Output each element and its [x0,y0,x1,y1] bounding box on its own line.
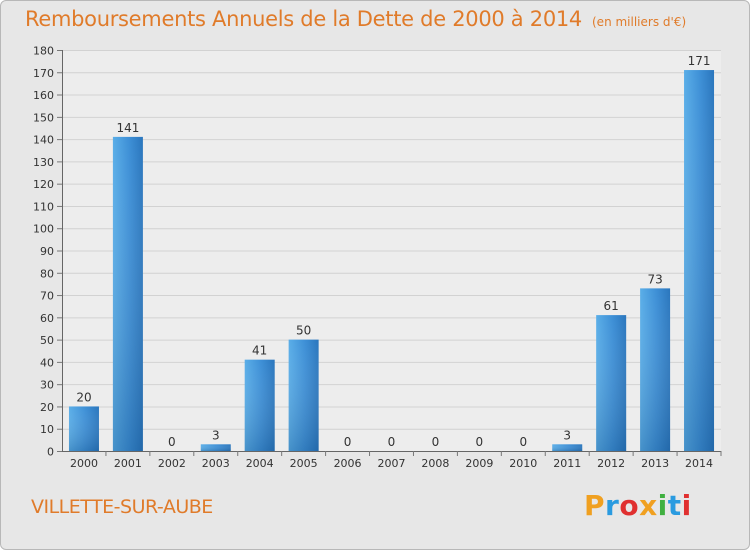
bar-value-label: 0 [344,435,352,449]
y-tick-label: 10 [40,423,54,436]
x-tick-label: 2012 [597,457,625,470]
bar-shade [288,339,319,451]
logo-letter: r [605,489,620,522]
x-tick-label: 2007 [378,457,406,470]
y-tick-label: 0 [47,446,54,459]
y-tick-label: 110 [33,200,54,213]
bar-value-label: 20 [76,390,91,404]
bar-value-label: 141 [116,121,139,135]
bar-value-label: 3 [563,428,571,442]
bar-value-label: 171 [688,54,711,68]
y-tick-label: 70 [40,290,54,303]
x-tick-label: 2000 [70,457,98,470]
x-tick-label: 2008 [421,457,449,470]
y-tick-label: 170 [33,67,54,80]
bar-shade [684,70,715,452]
y-tick-label: 60 [40,312,54,325]
bar-shade [112,136,143,451]
y-tick-label: 150 [33,111,54,124]
logo-letter: i [681,489,692,522]
logo-letter: o [619,489,640,522]
y-tick-label: 50 [40,334,54,347]
bar-shade [200,444,231,451]
bar-value-label: 0 [168,435,176,449]
logo-letter: t [667,489,682,522]
y-tick-label: 90 [40,245,54,258]
bar-value-label: 3 [212,428,220,442]
commune-name: VILLETTE-SUR-AUBE [31,496,213,518]
bar-shade [244,359,275,451]
logo-letter: i [657,489,668,522]
y-tick-label: 100 [33,223,54,236]
x-tick-label: 2005 [290,457,318,470]
x-tick-label: 2003 [202,457,230,470]
unit-label: (en milliers d'€) [592,15,687,29]
x-tick-label: 2014 [685,457,713,470]
bar-value-label: 0 [519,435,527,449]
y-tick-label: 130 [33,156,54,169]
y-tick-label: 30 [40,379,54,392]
value-labels: 20 141 0 3 41 50 0 0 0 0 0 3 61 73 171 [76,54,710,449]
bar-value-label: 73 [647,272,662,286]
bar-value-label: 50 [296,324,311,338]
x-tick-label: 2010 [509,457,537,470]
y-tick-label: 180 [33,45,54,58]
x-tick-label: 2013 [641,457,669,470]
proxiti-logo: Proxiti [584,489,692,522]
bars [68,70,715,452]
bar-value-label: 0 [476,435,484,449]
chart-title: Remboursements Annuels de la Dette de 20… [25,7,686,31]
bar-value-label: 41 [252,344,267,358]
bar-shade [552,444,583,451]
x-tick-label: 2011 [553,457,581,470]
x-tick-label: 2002 [158,457,186,470]
y-tick-label: 80 [40,267,54,280]
y-tick-label: 140 [33,134,54,147]
bar-shade [68,406,99,451]
y-tick-label: 160 [33,89,54,102]
bar-value-label: 61 [604,299,619,313]
bar-value-label: 0 [388,435,396,449]
logo-letter: x [639,489,658,522]
axes: 0102030405060708090100110120130140150160… [33,45,722,470]
y-tick-label: 20 [40,401,54,414]
title-text: Remboursements Annuels de la Dette de 20… [25,7,582,31]
x-tick-label: 2004 [246,457,274,470]
logo-letter: P [584,489,606,522]
x-tick-label: 2001 [114,457,142,470]
bar-value-label: 0 [432,435,440,449]
y-tick-label: 40 [40,356,54,369]
x-tick-label: 2009 [465,457,493,470]
y-tick-label: 120 [33,178,54,191]
bar-shade [640,288,671,451]
bar-shade [596,315,627,451]
x-tick-label: 2006 [334,457,362,470]
